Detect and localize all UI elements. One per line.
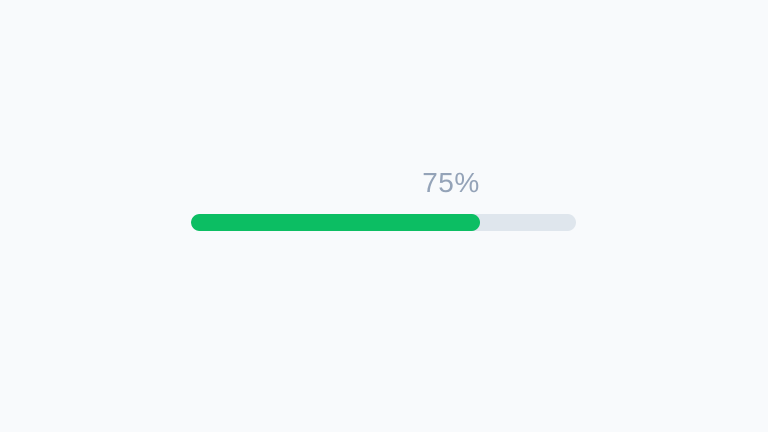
progress-widget: 75% — [191, 169, 576, 231]
progress-track — [191, 214, 576, 231]
progress-label-row: 75% — [191, 169, 480, 197]
progress-percent-label: 75% — [422, 167, 480, 198]
progress-fill — [191, 214, 480, 231]
